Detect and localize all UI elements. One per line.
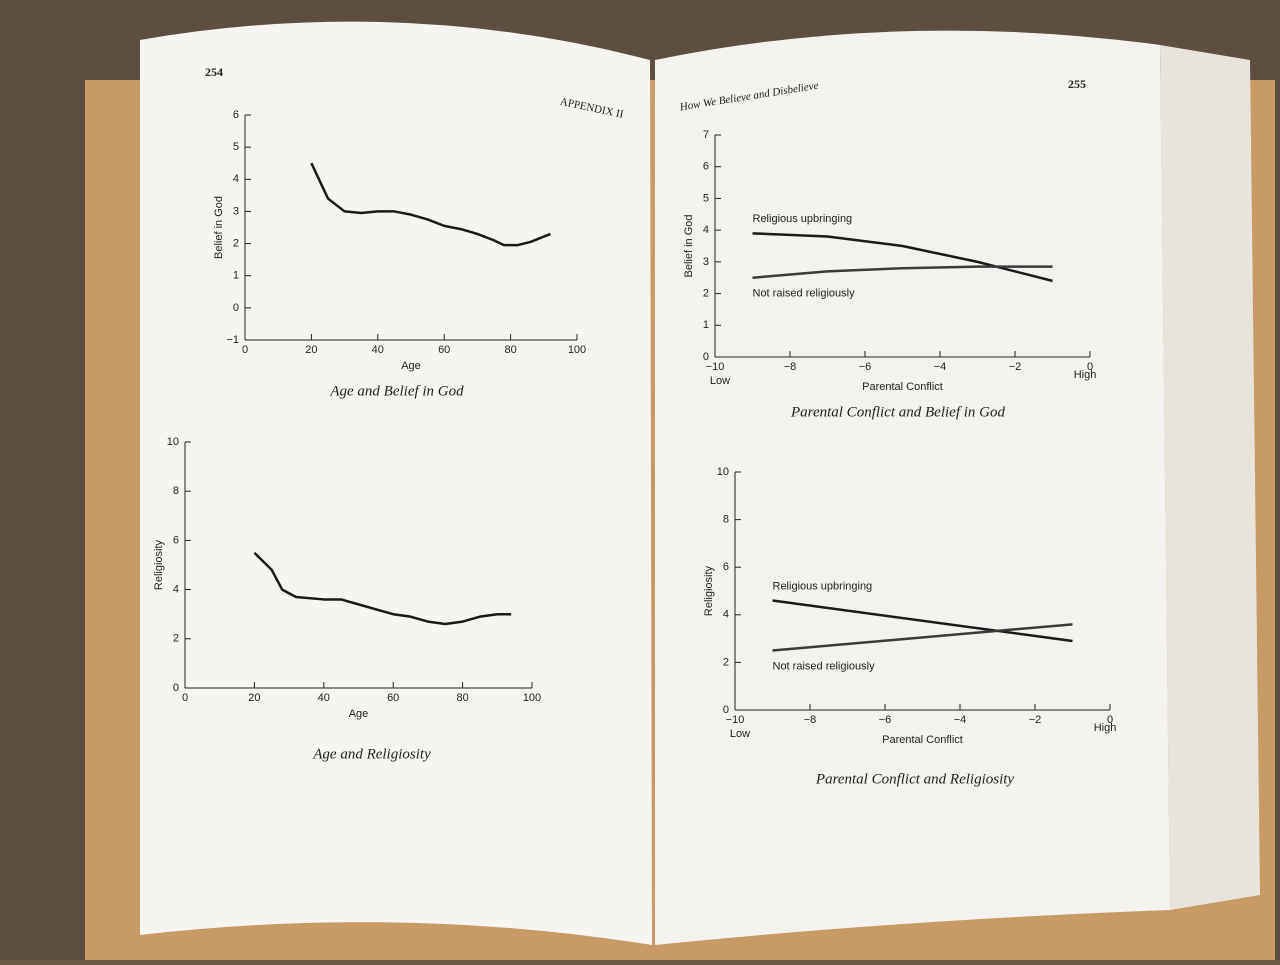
y-tick-label: 4 [233, 173, 239, 185]
series-label: Not raised religiously [753, 288, 856, 300]
y-tick-label: 10 [167, 436, 179, 448]
x-end-label: Low [710, 375, 730, 387]
x-tick-label: 100 [523, 692, 541, 704]
y-tick-label: 4 [703, 224, 709, 236]
x-axis-label: Age [401, 360, 421, 372]
x-end-label: High [1074, 369, 1097, 381]
x-tick-label: 60 [387, 692, 399, 704]
data-line [772, 623, 1073, 652]
y-tick-label: 2 [233, 237, 239, 249]
chart-caption: Age and Religiosity [312, 746, 431, 762]
x-tick-label: −10 [706, 361, 725, 373]
y-tick-label: 6 [233, 109, 239, 121]
data-line [752, 232, 1053, 283]
x-tick-label: −2 [1009, 361, 1022, 373]
x-axis-label: Age [349, 708, 369, 720]
y-tick-label: 6 [723, 561, 729, 573]
page-number: 255 [1068, 77, 1086, 91]
y-tick-label: 10 [717, 466, 729, 478]
y-tick-label: 5 [703, 192, 709, 204]
y-tick-label: 6 [703, 161, 709, 173]
x-tick-label: 20 [305, 344, 317, 356]
left-page [140, 21, 652, 946]
x-tick-label: 0 [242, 344, 248, 356]
page-number: 254 [205, 65, 223, 79]
series-label: Not raised religiously [773, 660, 876, 672]
x-tick-label: 0 [182, 692, 188, 704]
x-tick-label: 80 [456, 692, 468, 704]
x-end-label: Low [730, 728, 750, 740]
y-tick-label: 1 [233, 270, 239, 282]
data-line [752, 265, 1053, 279]
y-tick-label: 2 [723, 656, 729, 668]
y-tick-label: 3 [703, 256, 709, 268]
chart-caption: Parental Conflict and Religiosity [815, 771, 1015, 787]
y-tick-label: 2 [703, 287, 709, 299]
y-axis-label: Belief in God [683, 215, 695, 278]
x-tick-label: −6 [879, 714, 892, 726]
x-end-label: High [1094, 722, 1117, 734]
data-line [772, 599, 1073, 643]
x-tick-label: 40 [318, 692, 330, 704]
right-page [655, 30, 1170, 945]
y-tick-label: 0 [233, 302, 239, 314]
series-label: Religious upbringing [773, 580, 873, 592]
y-tick-label: −1 [226, 334, 239, 346]
y-tick-label: 8 [173, 485, 179, 497]
x-tick-label: 60 [438, 344, 450, 356]
x-tick-label: 20 [248, 692, 260, 704]
chart-caption: Age and Belief in God [329, 383, 464, 399]
y-axis-label: Religiosity [153, 539, 165, 590]
x-tick-label: −8 [784, 361, 797, 373]
y-tick-label: 4 [173, 584, 179, 596]
y-tick-label: 0 [723, 704, 729, 716]
y-tick-label: 0 [703, 351, 709, 363]
x-tick-label: −6 [859, 361, 872, 373]
y-axis-label: Religiosity [703, 565, 715, 616]
page-edge [1160, 45, 1260, 910]
chart-caption: Parental Conflict and Belief in God [790, 404, 1005, 420]
x-tick-label: −10 [726, 714, 745, 726]
x-tick-label: 80 [504, 344, 516, 356]
x-axis-label: Parental Conflict [882, 734, 963, 746]
y-tick-label: 4 [723, 609, 729, 621]
series-label: Religious upbringing [753, 213, 853, 225]
data-line [253, 551, 512, 626]
x-tick-label: −2 [1029, 714, 1042, 726]
y-tick-label: 5 [233, 141, 239, 153]
x-tick-label: −4 [954, 714, 967, 726]
x-tick-label: 0 [1087, 361, 1093, 373]
x-tick-label: 0 [1107, 714, 1113, 726]
x-tick-label: 100 [568, 344, 586, 356]
y-tick-label: 7 [703, 129, 709, 141]
x-tick-label: 40 [372, 344, 384, 356]
y-tick-label: 3 [233, 205, 239, 217]
x-tick-label: −8 [804, 714, 817, 726]
x-axis-label: Parental Conflict [862, 381, 943, 393]
data-line [310, 162, 551, 247]
y-axis-label: Belief in God [213, 196, 225, 259]
y-tick-label: 8 [723, 514, 729, 526]
y-tick-label: 0 [173, 682, 179, 694]
x-tick-label: −4 [934, 361, 947, 373]
y-tick-label: 1 [703, 319, 709, 331]
y-tick-label: 6 [173, 534, 179, 546]
y-tick-label: 2 [173, 633, 179, 645]
